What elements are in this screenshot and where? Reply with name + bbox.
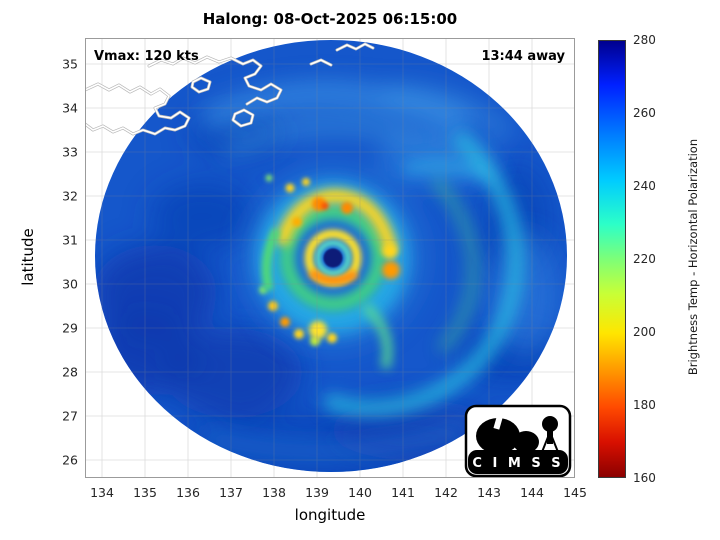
x-tick-label: 136 <box>176 485 200 500</box>
cimss-logo-text: C I M S S <box>472 456 563 471</box>
water-tower-icon <box>541 416 559 453</box>
x-axis-label: longitude <box>294 506 366 524</box>
x-tick-label: 138 <box>262 485 286 500</box>
x-tick-label: 144 <box>520 485 544 500</box>
x-tick-label: 137 <box>219 485 243 500</box>
y-tick-label: 26 <box>62 452 78 468</box>
cimss-logo: C I M S S <box>464 404 572 478</box>
observatory-dome-icon <box>476 418 520 454</box>
y-axis-label: latitude <box>19 228 37 286</box>
time-away-annotation: 13:44 away <box>481 49 565 64</box>
y-tick-label: 28 <box>62 364 78 380</box>
plot-border <box>85 38 575 478</box>
colorbar-axis-label: Brightness Temp - Horizontal Polarizatio… <box>686 138 700 376</box>
y-tick-label: 27 <box>62 408 78 424</box>
x-tick-label: 141 <box>391 485 415 500</box>
colorbar-tick-label: 220 <box>633 252 656 266</box>
colorbar-gradient <box>598 40 626 478</box>
brightness-temp-field <box>95 82 567 472</box>
y-tick-label: 34 <box>62 100 78 116</box>
vmax-annotation: Vmax: 120 kts <box>94 49 199 64</box>
colorbar-tick-label: 280 <box>633 33 656 47</box>
y-tick-label: 31 <box>62 232 78 248</box>
x-tick-label: 145 <box>563 485 587 500</box>
x-tick-label: 135 <box>133 485 157 500</box>
x-tick-label: 140 <box>348 485 372 500</box>
colorbar-tick-label: 160 <box>633 471 656 485</box>
x-tick-label: 143 <box>477 485 501 500</box>
colorbar-tick-label: 240 <box>633 179 656 193</box>
y-tick-label: 32 <box>62 188 78 204</box>
y-tick-label: 33 <box>62 144 78 160</box>
small-dome-icon <box>513 431 539 453</box>
storm-eye <box>323 248 343 268</box>
x-tick-label: 139 <box>305 485 329 500</box>
x-tick-label: 134 <box>90 485 114 500</box>
colorbar-tick-label: 260 <box>633 106 656 120</box>
page-title: Halong: 08-Oct-2025 06:15:00 <box>202 10 458 28</box>
colorbar-tick-label: 180 <box>633 398 656 412</box>
satellite-image: C I M S S <box>85 38 575 478</box>
y-tick-label: 30 <box>62 276 78 292</box>
y-tick-label: 35 <box>62 56 78 72</box>
colorbar-tick-label: 200 <box>633 325 656 339</box>
y-tick-label: 29 <box>62 320 78 336</box>
coastline <box>85 42 375 136</box>
x-tick-label: 142 <box>434 485 458 500</box>
